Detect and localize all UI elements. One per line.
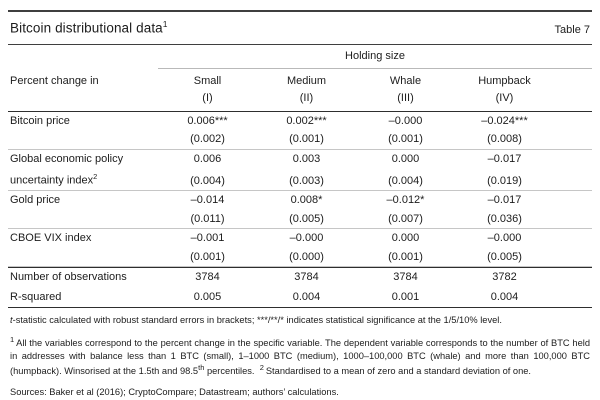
table-row-bitcoin-price: Bitcoin price 0.006*** 0.002*** –0.000 –… [8,112,592,150]
summary-value: 0.001 [391,290,420,303]
column-header-medium: Medium [286,74,327,87]
coef-cell: –0.012* [386,194,425,207]
table-row-gepu: Global economic policy 0.006 0.003 0.000… [8,150,592,192]
coef-cell: –0.000 [388,114,423,127]
column-header-row: Percent change in Small Medium Whale Hum… [8,69,592,89]
coef-cell: 0.002*** [286,114,327,127]
coef-cell: –0.014 [190,194,225,207]
column-numeral-3: (III) [397,91,414,104]
coef-cell: 0.000 [391,152,420,165]
coef-cell: –0.017 [487,152,522,165]
row-label: Bitcoin price [10,114,70,127]
se-cell: (0.005) [487,250,522,263]
summary-label: R-squared [10,290,62,303]
row-footnote-marker: 2 [93,172,98,181]
summary-row-rsquared: R-squared 0.005 0.004 0.001 0.004 [8,288,592,308]
se-cell: (0.002) [190,133,225,145]
se-cell: (0.008) [487,133,522,145]
spacer [8,94,158,101]
coef-cell: 0.006 [193,152,222,165]
spacer [554,79,592,84]
top-rule [8,10,592,12]
se-cell: (0.004) [388,174,423,187]
table-title-text: Bitcoin distributional data [10,20,163,36]
footnote-1-marker: 1 [10,334,15,344]
se-cell: (0.011) [190,212,225,225]
column-numeral-1: (I) [202,91,213,104]
sources-line: Sources: Baker et al (2016); CryptoCompa… [10,387,339,398]
title-footnote-marker: 1 [162,19,168,29]
header-body-rule [8,110,592,112]
summary-value: 3784 [294,271,319,284]
column-header-small: Small [193,74,222,87]
column-header-whale: Whale [389,74,422,87]
coef-cell: 0.008* [290,194,323,207]
table-number: Table 7 [554,23,590,36]
tstat-note: t-statistic calculated with robust stand… [10,315,502,326]
table-title: Bitcoin distributional data1 [10,19,168,36]
body-summary-rule [8,267,592,269]
footnote-2-marker: 2 [259,363,264,373]
coef-cell: –0.024*** [481,114,528,127]
spacer [554,94,592,101]
summary-label: Number of observations [10,271,127,284]
coef-cell: –0.001 [190,232,225,245]
summary-value: 3784 [195,271,220,284]
summary-value: 0.005 [193,290,222,303]
th-superscript: th [198,363,205,373]
stub-header: Percent change in [10,74,99,87]
tstat-italic-t: t [10,315,13,326]
se-cell: (0.001) [388,250,423,263]
summary-value: 0.004 [490,290,519,303]
se-cell: (0.005) [289,212,324,225]
se-cell: (0.019) [487,174,522,187]
se-cell: (0.001) [190,250,225,263]
se-cell: (0.003) [289,174,324,187]
coef-cell: 0.006*** [187,114,228,127]
column-numeral-2: (II) [299,91,314,104]
column-numeral-4: (IV) [495,91,514,104]
se-cell: (0.001) [388,133,423,145]
summary-value: 3784 [393,271,418,284]
table-header: Bitcoin distributional data1 Table 7 [8,12,592,44]
coef-cell: –0.017 [487,194,522,207]
coef-cell: 0.000 [391,232,420,245]
group-header-row: Holding size [8,49,592,69]
row-label: Global economic policy [10,152,124,165]
se-cell: (0.004) [190,174,225,187]
group-header-holding-size: Holding size [158,49,592,69]
table-row-cboe-vix: CBOE VIX index –0.001 –0.000 0.000 –0.00… [8,229,592,268]
coef-cell: –0.000 [487,232,522,245]
row-label: CBOE VIX index [10,232,92,245]
se-cell: (0.036) [487,212,522,225]
summary-section: Number of observations 3784 3784 3784 37… [8,268,592,307]
summary-notes-rule [8,307,592,309]
summary-row-observations: Number of observations 3784 3784 3784 37… [8,268,592,288]
row-label: Gold price [10,194,61,207]
footnote-1-and-2: 1 All the variables correspond to the per… [10,334,590,377]
coef-cell: 0.003 [292,152,321,165]
se-cell: (0.001) [289,133,324,145]
title-rule [8,43,592,45]
se-cell: (0.000) [289,250,324,263]
se-cell: (0.007) [388,212,423,225]
column-header-humpback: Humpback [478,74,531,87]
table-row-gold-price: Gold price –0.014 0.008* –0.012* –0.017 … [8,191,592,230]
summary-value: 3782 [492,271,517,284]
row-label-line2: uncertainty index2 [10,172,98,187]
column-numeral-row: (I) (II) (III) (IV) [8,89,592,111]
summary-value: 0.004 [292,290,321,303]
coef-cell: –0.000 [289,232,324,245]
footnotes-section: t-statistic calculated with robust stand… [8,314,592,399]
